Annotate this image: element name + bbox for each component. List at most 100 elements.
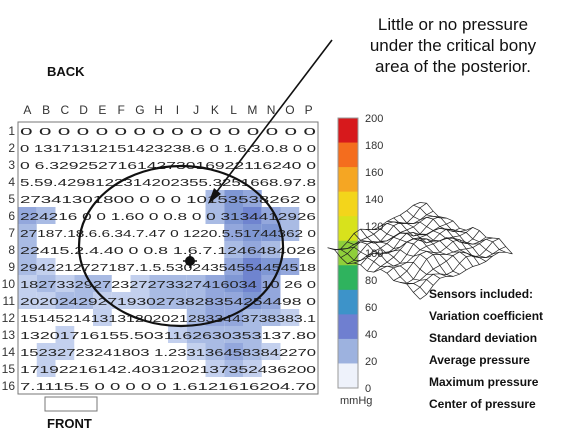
heat-cell xyxy=(18,292,37,309)
heat-cell xyxy=(224,258,243,275)
column-header: I xyxy=(176,103,179,117)
heat-cell xyxy=(111,292,131,309)
column-header: F xyxy=(117,103,124,117)
surface-line xyxy=(334,202,427,250)
scale-label: 20 xyxy=(365,356,377,368)
row-header: 1 xyxy=(8,124,15,138)
heat-cell xyxy=(224,207,243,224)
heat-cell xyxy=(93,292,112,309)
heat-cell xyxy=(36,207,56,224)
surface-line xyxy=(406,238,500,285)
sensor-row-values: 0 13171312151423238.6 0 1.6.3.0.8 0 0 xyxy=(20,144,317,155)
pressure-heatmap xyxy=(18,190,300,377)
heat-cell xyxy=(243,190,262,207)
row-header: 14 xyxy=(2,345,16,359)
heat-cell xyxy=(18,207,37,224)
grid-frame xyxy=(17,121,319,395)
scale-label: 180 xyxy=(365,140,383,152)
scale-swatch xyxy=(338,118,358,144)
front-label: FRONT xyxy=(47,416,92,430)
heat-cell xyxy=(261,207,281,224)
sensor-row-values: 224216 0 0 1.60 0 0.8 0 0 3134412926 xyxy=(20,212,317,223)
scale-swatch xyxy=(338,167,358,193)
row-header: 8 xyxy=(8,243,15,257)
surface-line xyxy=(419,202,513,255)
sensor-row-values: 15232723241803 1.2331364583842270 xyxy=(20,348,317,359)
scale-label: 0 xyxy=(365,383,371,395)
heat-cell xyxy=(149,275,168,292)
row-header: 15 xyxy=(2,362,16,376)
heat-cell xyxy=(224,275,243,292)
surface-line xyxy=(399,214,493,258)
heat-cell xyxy=(261,258,281,275)
scale-label: 200 xyxy=(365,113,383,125)
heat-cell xyxy=(205,275,225,292)
scale-swatch xyxy=(338,338,358,364)
scale-label: 140 xyxy=(365,194,383,206)
row-header: 7 xyxy=(8,226,15,240)
scale-border xyxy=(337,117,359,389)
column-header: K xyxy=(211,103,219,117)
surface-line xyxy=(347,215,440,265)
scale-label: 100 xyxy=(365,248,383,260)
heat-cell xyxy=(243,326,262,343)
sensor-row-values: 13201716155.5031162630353137.80 xyxy=(20,331,317,342)
heat-cell xyxy=(18,258,37,275)
heat-cell xyxy=(261,309,281,326)
heat-cell xyxy=(261,343,281,360)
sensor-row-values: 27187.18.6.6.34.7.47 0 1220.5.51744362 0 xyxy=(20,229,317,240)
column-header: L xyxy=(230,103,237,117)
heat-cell xyxy=(280,224,300,241)
sensor-row-values: 7.1115.5 0 0 0 0 0 1.6121616204.70 xyxy=(20,382,317,393)
sensor-row-values: 2942212727187.1.5.53024354554454518 xyxy=(20,263,317,274)
column-header: G xyxy=(135,103,144,117)
scale-label: 60 xyxy=(365,302,377,314)
scale-swatch xyxy=(338,142,358,168)
heat-cell xyxy=(261,224,281,241)
heat-cell xyxy=(168,292,187,309)
heat-cell xyxy=(205,207,225,224)
scale-label: 40 xyxy=(365,329,377,341)
heat-cell xyxy=(93,275,112,292)
heat-cell xyxy=(149,292,168,309)
heat-cell xyxy=(36,292,56,309)
scale-label: 120 xyxy=(365,221,383,233)
heat-cell xyxy=(243,360,262,377)
heat-cell xyxy=(36,275,56,292)
scale-swatch xyxy=(338,314,358,340)
heat-cell xyxy=(55,326,75,343)
heat-cell xyxy=(186,309,206,326)
heat-cell xyxy=(243,292,262,309)
scale-swatch xyxy=(338,363,358,389)
heat-cell xyxy=(280,309,300,326)
column-header: O xyxy=(285,103,294,117)
column-header: J xyxy=(193,103,199,117)
back-label: BACK xyxy=(47,64,85,79)
legend-item: Maximum pressure xyxy=(429,375,539,389)
heat-cell xyxy=(243,207,262,224)
row-header: 16 xyxy=(2,379,16,393)
scale-swatch xyxy=(338,191,358,217)
surface-line xyxy=(393,236,487,281)
legend-item: Center of pressure xyxy=(429,397,536,411)
column-header: C xyxy=(61,103,70,117)
heat-cell xyxy=(243,258,262,275)
heat-cell xyxy=(205,360,225,377)
surface-line xyxy=(413,246,506,293)
heat-cell xyxy=(224,360,243,377)
surface-line xyxy=(406,210,500,255)
heat-cell xyxy=(224,292,243,309)
row-header: 6 xyxy=(8,209,15,223)
legend-item: Average pressure xyxy=(429,353,530,367)
sensor-legend: Sensors included: Variation coefficient St… xyxy=(429,287,543,411)
center-of-pressure-marker xyxy=(183,254,197,268)
legend-item: Standard deviation xyxy=(429,331,537,345)
heat-cell xyxy=(205,292,225,309)
heat-cell xyxy=(224,241,243,258)
surface-line xyxy=(353,216,447,264)
row-header: 12 xyxy=(2,311,16,325)
heat-cell xyxy=(168,275,187,292)
